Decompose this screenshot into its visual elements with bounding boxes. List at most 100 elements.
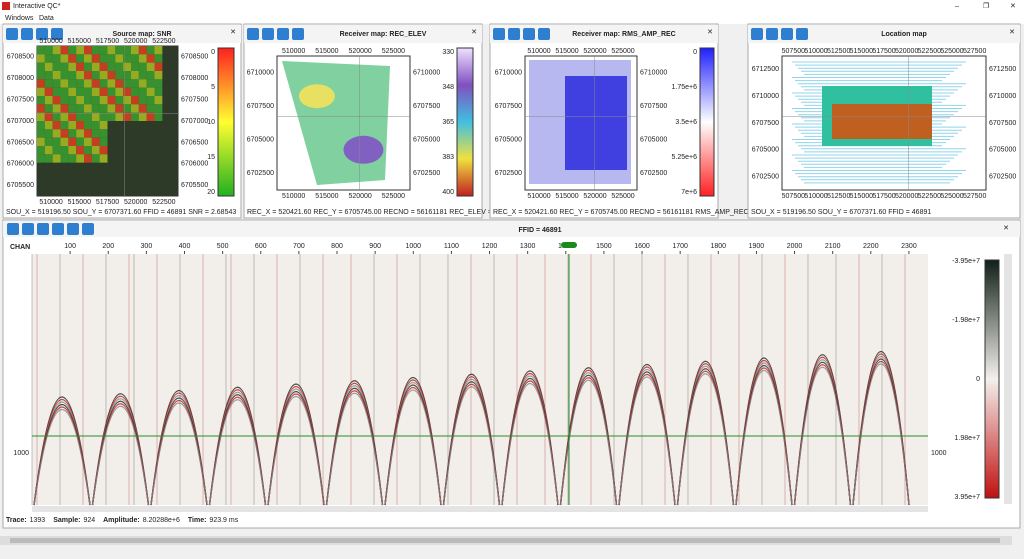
- map-cell: [138, 87, 147, 96]
- map-cell: [60, 121, 69, 130]
- toolbar-button[interactable]: [37, 223, 49, 235]
- toolbar-button[interactable]: [7, 223, 19, 235]
- map-cell: [76, 79, 84, 88]
- colorbar-label: 3.95e+7: [955, 494, 981, 501]
- wavefront: [325, 392, 384, 506]
- map-cell: [99, 62, 108, 71]
- panel-title: Location map: [881, 31, 927, 38]
- toolbar-button[interactable]: [36, 28, 48, 40]
- colorbar-label: 0: [211, 49, 215, 56]
- close[interactable]: ✕: [1010, 3, 1016, 10]
- map-cell: [107, 46, 116, 55]
- map-cell: [37, 121, 45, 130]
- map-cell: [91, 137, 100, 146]
- toolbar-button[interactable]: [21, 28, 33, 40]
- toolbar-button[interactable]: [82, 223, 94, 235]
- map-cell: [131, 62, 139, 71]
- minimize[interactable]: –: [955, 3, 959, 10]
- map-cell: [76, 121, 84, 130]
- wavefront: [793, 366, 852, 506]
- toolbar-button[interactable]: [262, 28, 274, 40]
- menu-item[interactable]: Data: [39, 15, 54, 22]
- toolbar-button[interactable]: [523, 28, 535, 40]
- x-tick-label: 515000: [555, 48, 578, 55]
- wavefront: [618, 376, 676, 506]
- toolbar-button[interactable]: [51, 28, 63, 40]
- maximize[interactable]: ❐: [983, 2, 989, 10]
- y-tick-label: 6710000: [495, 70, 522, 77]
- toolbar-button[interactable]: [52, 223, 64, 235]
- x-tick-label: 515000: [850, 193, 873, 200]
- x-tick-label: 515000: [555, 193, 578, 200]
- selected-trace[interactable]: [561, 242, 577, 248]
- panel-close[interactable]: ✕: [471, 29, 477, 36]
- v-scrollbar[interactable]: [1004, 254, 1012, 504]
- toolbar-button[interactable]: [67, 223, 79, 235]
- status-label: Trace:: [6, 517, 27, 524]
- toolbar-button[interactable]: [766, 28, 778, 40]
- map-cell: [99, 129, 108, 138]
- map-cell: [123, 79, 131, 88]
- map-cell: [44, 154, 53, 163]
- y-tick-label: 6702500: [989, 173, 1016, 180]
- toolbar-button[interactable]: [6, 28, 18, 40]
- map-cell: [146, 71, 155, 80]
- wavefront: [442, 386, 501, 506]
- map-cell: [44, 104, 53, 113]
- map-cell: [76, 137, 84, 146]
- toolbar-button[interactable]: [22, 223, 34, 235]
- x-tick-label: 512500: [827, 48, 850, 55]
- h-scrollbar[interactable]: [32, 506, 928, 512]
- map-cell: [154, 96, 163, 105]
- x-tick-label: 1300: [520, 243, 536, 250]
- x-tick-label: 800: [331, 243, 343, 250]
- y-tick-label: 6710000: [989, 93, 1016, 100]
- map-cell: [91, 146, 100, 155]
- colorbar: [456, 47, 474, 197]
- colorbar-label: 10: [207, 119, 215, 126]
- panel-close[interactable]: ✕: [707, 29, 713, 36]
- toolbar-button[interactable]: [493, 28, 505, 40]
- toolbar-button[interactable]: [751, 28, 763, 40]
- map-cell: [146, 46, 155, 55]
- x-tick-label: 515000: [315, 48, 338, 55]
- toolbar-button[interactable]: [292, 28, 304, 40]
- panel-header: [748, 25, 1020, 43]
- map-cell: [138, 54, 147, 63]
- map-cell: [154, 112, 163, 121]
- toolbar-button[interactable]: [247, 28, 259, 40]
- y-tick-label: 6706000: [7, 161, 34, 168]
- map-cell: [76, 146, 84, 155]
- map-cell: [91, 79, 100, 88]
- map-cell: [123, 104, 131, 113]
- map-cell: [107, 87, 116, 96]
- map-cell: [60, 46, 69, 55]
- map-cell: [37, 112, 45, 121]
- x-tick-label: 1800: [711, 243, 727, 250]
- map-cell: [131, 54, 139, 63]
- colorbar-label: 5: [211, 84, 215, 91]
- toolbar-button[interactable]: [781, 28, 793, 40]
- map-cell: [76, 96, 84, 105]
- x-tick-label: 527500: [963, 193, 986, 200]
- map-cell: [68, 46, 77, 55]
- toolbar-button[interactable]: [508, 28, 520, 40]
- status-label: Time:: [188, 517, 207, 524]
- y-tick-label: 6705000: [413, 137, 440, 144]
- panel-close[interactable]: ✕: [1009, 29, 1015, 36]
- map-cell: [68, 121, 77, 130]
- panel-close[interactable]: ✕: [230, 29, 236, 36]
- menu-item[interactable]: Windows: [5, 15, 34, 22]
- toolbar-button[interactable]: [538, 28, 550, 40]
- map-cell: [52, 54, 61, 63]
- x-tick-label: 525000: [611, 193, 634, 200]
- map-cell: [60, 154, 69, 163]
- toolbar-button[interactable]: [796, 28, 808, 40]
- map-cell: [52, 146, 61, 155]
- map-cell: [68, 104, 77, 113]
- x-tick-label: 1900: [749, 243, 765, 250]
- panel-close[interactable]: ✕: [1003, 225, 1009, 232]
- toolbar-button[interactable]: [277, 28, 289, 40]
- scroll-thumb[interactable]: [10, 538, 1000, 543]
